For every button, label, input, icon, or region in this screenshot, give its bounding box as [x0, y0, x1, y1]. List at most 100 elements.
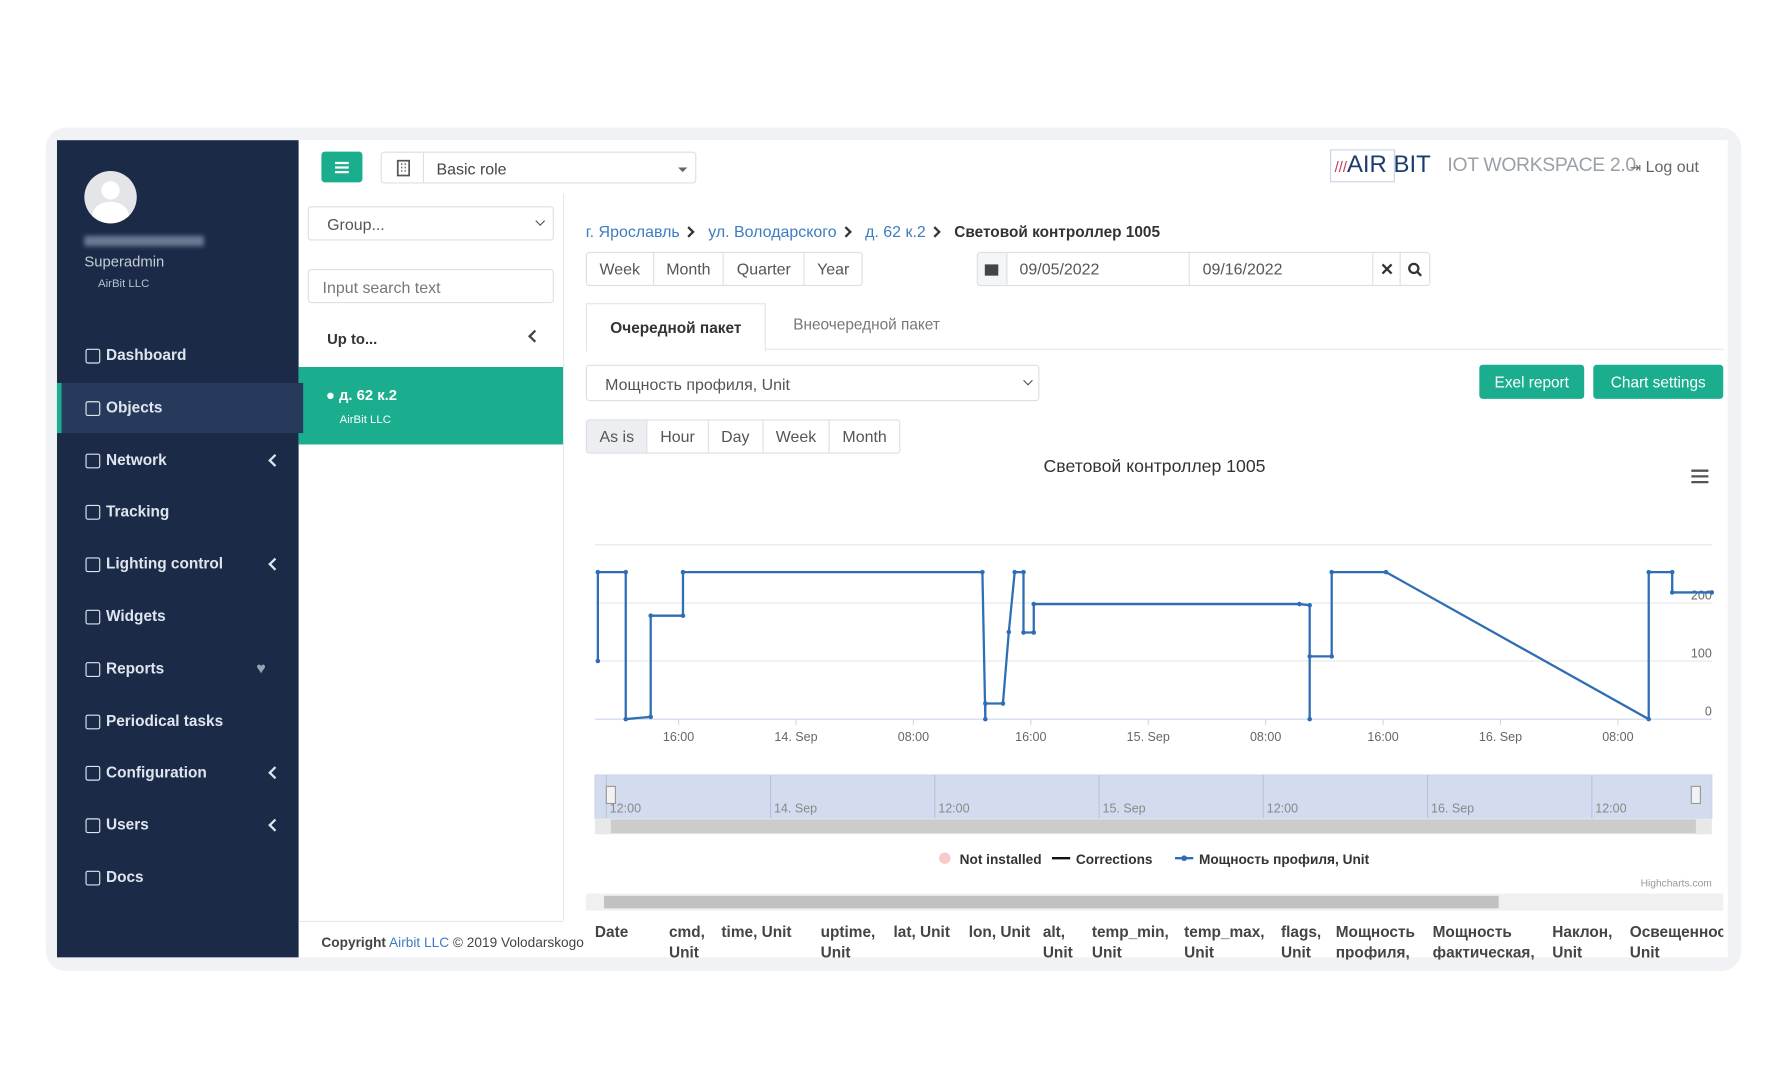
column-header: Мощность профиля, Unit: [1335, 923, 1415, 960]
menu-label[interactable]: Network: [105, 450, 167, 468]
menu-icon: [85, 714, 101, 729]
menu-label[interactable]: Reports: [105, 659, 165, 677]
aggregation-button[interactable]: Month: [842, 427, 887, 446]
tab[interactable]: Внеочередной пакет: [793, 315, 940, 333]
menu-item[interactable]: Dashboard: [57, 331, 299, 381]
point: [1669, 569, 1675, 575]
logo-right: BIT: [1393, 151, 1431, 178]
tabs-line: [585, 348, 1724, 350]
object-company: AirBit LLC: [339, 413, 391, 427]
aggregation-button[interactable]: Week: [763, 420, 830, 453]
menu-item[interactable]: Users: [57, 800, 299, 850]
selected-object[interactable]: [298, 366, 564, 445]
column-header: flags, Unit: [1281, 923, 1322, 960]
menu-item[interactable]: Reports ♥: [57, 644, 299, 694]
menu-icon: [85, 661, 101, 677]
menu-icon: [85, 766, 101, 782]
search[interactable]: [1401, 253, 1429, 285]
menu-item[interactable]: Widgets: [57, 592, 299, 642]
chart-menu[interactable]: [1691, 469, 1709, 484]
up-to[interactable]: Up to...: [327, 330, 378, 348]
param-select[interactable]: Мощность профиля, Unit: [585, 364, 1040, 402]
logout[interactable]: ⇥ Log out: [1629, 157, 1699, 176]
object-name-text[interactable]: д. 62 к.2: [339, 386, 398, 404]
x-tick-label: 08:00: [898, 730, 929, 744]
navigator-bg: [594, 774, 1713, 819]
legend-label: Corrections: [1076, 852, 1153, 867]
group-text: Group...: [327, 215, 385, 234]
point: [680, 569, 686, 575]
menu-label[interactable]: Widgets: [105, 607, 166, 625]
date-to[interactable]: 09/16/2022: [1190, 253, 1374, 285]
point: [1031, 630, 1037, 635]
point: [1021, 569, 1026, 575]
role-select[interactable]: Basic role: [380, 151, 697, 184]
column-header: cmd, Unit: [669, 923, 705, 960]
menu-item[interactable]: Lighting control: [57, 539, 299, 589]
date-from[interactable]: 09/05/2022: [1007, 253, 1191, 285]
breadcrumb-item: Световой контроллер 1005: [954, 223, 1161, 241]
object-name[interactable]: ● д. 62 к.2: [325, 386, 398, 404]
menu-label[interactable]: Users: [105, 816, 149, 834]
settings-button[interactable]: Chart settings: [1593, 364, 1724, 399]
period-button[interactable]: Year: [817, 259, 850, 279]
search-text: Input search text: [322, 278, 441, 297]
x-tick-label: 16. Sep: [1479, 730, 1522, 744]
footer-rest: © 2019 Volodarskogo: [452, 934, 584, 951]
period-button[interactable]: Month: [654, 253, 725, 285]
group-select[interactable]: Group...: [307, 206, 554, 241]
menu-item[interactable]: Tracking: [57, 487, 299, 537]
menu-icon: [85, 557, 101, 573]
menu-label[interactable]: Configuration: [105, 764, 207, 782]
breadcrumb-item[interactable]: г. Ярославль: [585, 222, 680, 241]
menu-toggle[interactable]: [321, 151, 363, 183]
aggregation-button[interactable]: As is: [586, 420, 648, 453]
clear[interactable]: [1373, 253, 1402, 285]
point: [623, 569, 629, 575]
menu-label[interactable]: Tracking: [105, 503, 170, 521]
point: [1307, 716, 1312, 722]
menu-item[interactable]: Docs: [57, 852, 299, 902]
point: [1297, 601, 1302, 607]
table-scrollbar[interactable]: [585, 893, 1724, 911]
point: [648, 613, 653, 618]
period-button[interactable]: Week: [587, 253, 654, 285]
excel-button[interactable]: Exel report: [1479, 364, 1585, 399]
legend-symbol: [1181, 855, 1187, 862]
menu-item[interactable]: Objects: [56, 382, 304, 433]
x-tick-label: 16:00: [1015, 730, 1046, 744]
point: [980, 569, 985, 575]
column-header: lon, Unit: [968, 923, 1031, 941]
column-header: Мощность фактическая, Unit: [1432, 923, 1535, 960]
breadcrumb-item[interactable]: ул. Володарского: [708, 222, 837, 241]
point: [680, 613, 686, 618]
point: [1646, 716, 1651, 722]
menu-label[interactable]: Docs: [105, 868, 144, 886]
breadcrumb-item[interactable]: д. 62 к.2: [865, 222, 926, 241]
menu-item[interactable]: Periodical tasks: [57, 696, 299, 746]
menu-label[interactable]: Lighting control: [105, 555, 224, 573]
menu-icon: [85, 818, 101, 834]
point: [983, 716, 988, 722]
user-role[interactable]: Superadmin: [84, 253, 165, 271]
menu-item[interactable]: Network: [57, 435, 299, 485]
aggregation-button[interactable]: Hour: [648, 420, 709, 453]
search-input[interactable]: Input search text: [307, 268, 554, 304]
param-text: Мощность профиля, Unit: [605, 374, 790, 394]
period-button[interactable]: Quarter: [724, 253, 805, 285]
logout-text[interactable]: Log out: [1645, 157, 1699, 176]
tab[interactable]: Очередной пакет: [585, 303, 766, 353]
aggregation-button[interactable]: Day: [709, 420, 764, 453]
date-range: 09/05/2022 09/16/2022: [976, 251, 1431, 287]
menu-item[interactable]: Configuration: [57, 748, 299, 798]
menu-label[interactable]: Periodical tasks: [105, 711, 224, 729]
y-tick-label: 0: [1705, 705, 1712, 719]
avatar: [84, 170, 137, 224]
footer-link[interactable]: Airbit LLC: [389, 934, 450, 951]
legend-label: Мощность профиля, Unit: [1199, 852, 1370, 867]
point: [595, 658, 601, 664]
chart-title: Световой контроллер 1005: [1044, 456, 1266, 476]
menu-label[interactable]: Objects: [105, 398, 163, 416]
menu-label[interactable]: Dashboard: [105, 346, 187, 364]
